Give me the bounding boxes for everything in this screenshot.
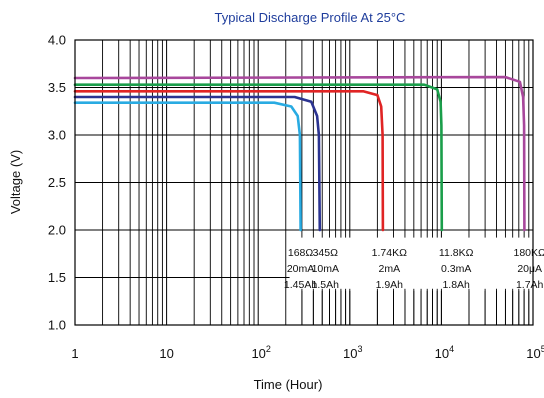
y-tick-label: 3.5 — [48, 80, 66, 95]
y-tick-label: 2.0 — [48, 223, 66, 238]
series-line-4 — [73, 83, 444, 232]
x-tick-label: 103 — [343, 344, 362, 361]
y-tick-labels: 1.0 1.5 2.0 2.5 3.0 3.5 4.0 — [48, 33, 66, 333]
y-tick-label: 1.0 — [48, 318, 66, 333]
x-tick-label: 10 — [159, 346, 173, 361]
y-tick-label: 4.0 — [48, 33, 66, 48]
annotation-box — [289, 237, 533, 291]
series-layer — [73, 75, 526, 232]
series-line-3 — [73, 90, 385, 232]
annotation-grid-lines — [289, 288, 533, 326]
annotation-label-4-1: 11.8KΩ — [439, 247, 474, 259]
annotation-label-1-3: 1.45Ah — [284, 279, 317, 291]
x-tick-labels: 1 10 102 103 104 105 — [71, 344, 544, 361]
annotation-label-3-3: 1.9Ah — [376, 279, 404, 291]
annotation-label-2-2: 10mA — [312, 263, 339, 275]
x-tick-label: 105 — [526, 344, 544, 361]
annotation-label-3-1: 1.74KΩ — [372, 247, 407, 259]
y-axis-label: Voltage (V) — [8, 150, 23, 214]
plot-frame — [74, 39, 534, 326]
annotation-label-1-2: 20mA — [287, 263, 314, 275]
chart-title: Typical Discharge Profile At 25°C — [215, 10, 406, 25]
x-tick-label: 1 — [71, 346, 78, 361]
series-line-1 — [73, 101, 302, 232]
annotation-label-1-1: 168Ω — [288, 247, 314, 259]
y-tick-label: 3.0 — [48, 128, 66, 143]
y-tick-label: 2.5 — [48, 175, 66, 190]
annotation-label-4-3: 1.8Ah — [442, 279, 470, 291]
annotation-label-2-1: 345Ω — [313, 247, 339, 259]
annotation-label-4-2: 0.3mA — [441, 263, 471, 275]
y-tick-label: 1.5 — [48, 270, 66, 285]
annotation-label-5-2: 20μA — [517, 263, 542, 275]
x-axis-label: Time (Hour) — [254, 377, 323, 392]
annotation-labels: 168Ω 20mA 1.45Ah 345Ω 10mA 1.5Ah 1.74KΩ 2mA 1.9A… — [284, 247, 544, 291]
x-tick-label: 102 — [251, 344, 270, 361]
series-line-2 — [73, 95, 322, 232]
x-tick-label: 104 — [435, 344, 454, 361]
annotation-label-5-1: 180KΩ — [513, 247, 544, 259]
annotation-label-5-3: 1.7Ah — [516, 279, 544, 291]
annotation-label-2-3: 1.5Ah — [312, 279, 340, 291]
annotation-label-3-2: 2mA — [379, 263, 401, 275]
series-line-5 — [73, 75, 526, 232]
